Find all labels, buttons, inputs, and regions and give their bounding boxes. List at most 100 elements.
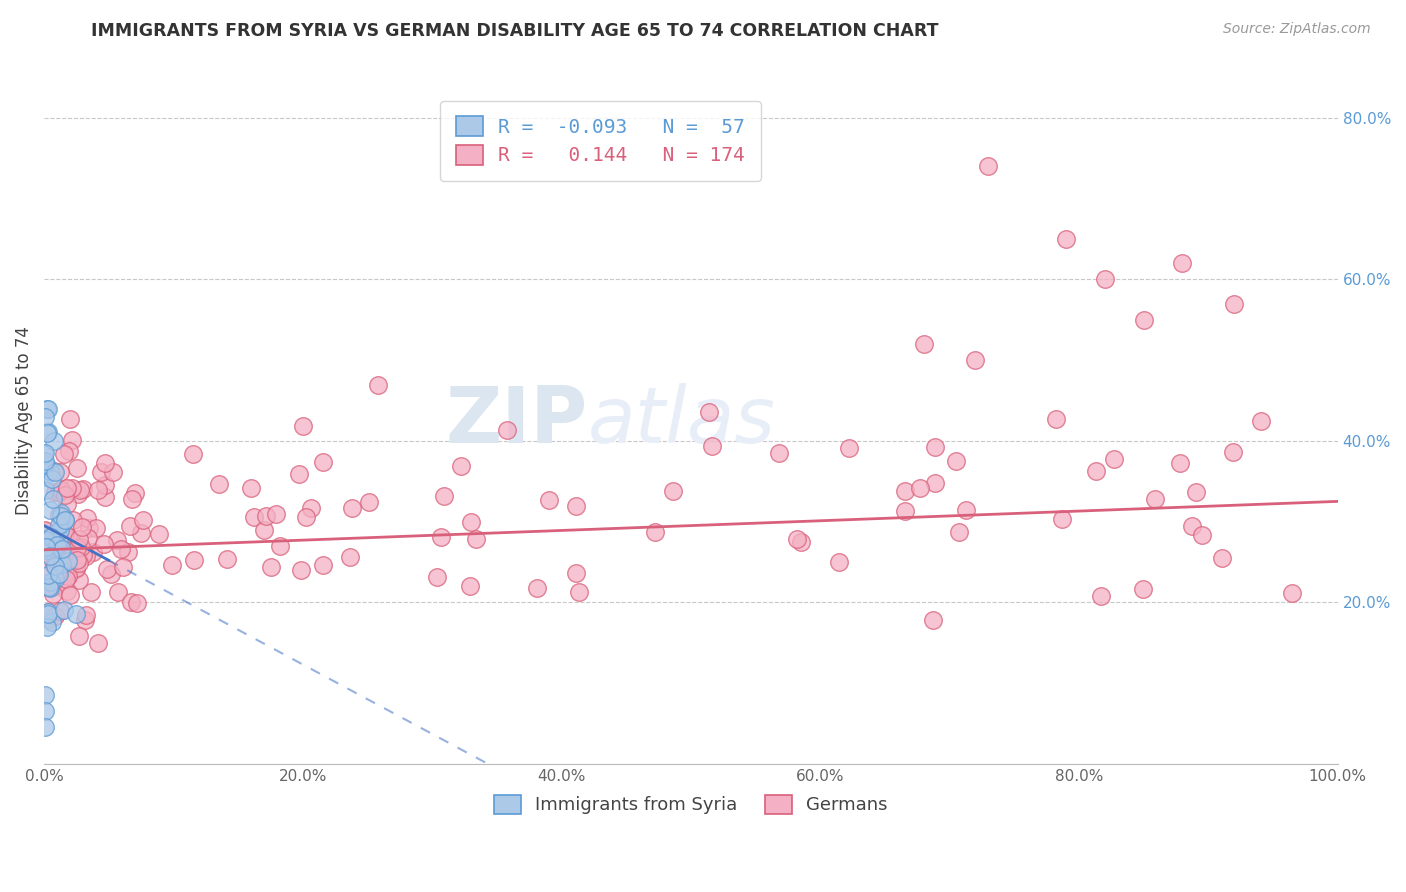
Point bbox=[564, 566, 586, 581]
Text: Source: ZipAtlas.com: Source: ZipAtlas.com bbox=[1223, 22, 1371, 37]
Point bbox=[41, 615, 63, 629]
Point bbox=[66, 541, 89, 555]
Point bbox=[37, 607, 59, 622]
Point bbox=[526, 581, 548, 595]
Point bbox=[208, 476, 231, 491]
Point bbox=[121, 492, 143, 507]
Point bbox=[342, 500, 364, 515]
Point bbox=[37, 605, 59, 619]
Point bbox=[564, 499, 586, 513]
Point bbox=[59, 412, 82, 426]
Point bbox=[264, 507, 287, 521]
Point bbox=[48, 527, 70, 541]
Point bbox=[67, 629, 90, 643]
Point bbox=[52, 547, 75, 561]
Point bbox=[311, 558, 333, 572]
Point bbox=[38, 503, 60, 517]
Point bbox=[39, 549, 62, 563]
Point bbox=[460, 579, 482, 593]
Point bbox=[35, 425, 58, 440]
Point bbox=[260, 560, 283, 574]
Point bbox=[65, 562, 87, 576]
Point bbox=[924, 475, 946, 490]
Text: atlas: atlas bbox=[588, 383, 775, 458]
Point bbox=[37, 540, 59, 554]
Point bbox=[495, 424, 517, 438]
Point bbox=[94, 456, 117, 470]
Point bbox=[644, 525, 666, 540]
Point bbox=[48, 566, 70, 581]
Point bbox=[51, 534, 73, 549]
Point bbox=[1223, 296, 1246, 310]
Point bbox=[90, 465, 112, 479]
Point bbox=[35, 563, 58, 577]
Point bbox=[51, 542, 73, 557]
Point bbox=[49, 465, 72, 479]
Point bbox=[38, 580, 60, 594]
Point bbox=[60, 433, 83, 447]
Point bbox=[77, 521, 100, 535]
Point bbox=[67, 573, 90, 587]
Point bbox=[768, 445, 790, 459]
Point bbox=[49, 604, 72, 618]
Point bbox=[339, 549, 361, 564]
Point bbox=[77, 531, 100, 545]
Point bbox=[243, 510, 266, 524]
Point bbox=[295, 510, 318, 524]
Point bbox=[34, 527, 56, 541]
Point bbox=[48, 532, 70, 546]
Point bbox=[1168, 456, 1191, 470]
Point bbox=[41, 472, 63, 486]
Point bbox=[1281, 585, 1303, 599]
Point bbox=[69, 483, 91, 497]
Point bbox=[894, 504, 917, 518]
Point bbox=[1250, 414, 1272, 428]
Point bbox=[1090, 590, 1112, 604]
Point bbox=[53, 513, 76, 527]
Point bbox=[55, 573, 77, 587]
Point bbox=[697, 405, 720, 419]
Point bbox=[460, 515, 482, 529]
Point bbox=[52, 603, 75, 617]
Point bbox=[53, 526, 76, 541]
Point bbox=[34, 688, 56, 702]
Point bbox=[37, 606, 59, 620]
Point bbox=[429, 529, 451, 543]
Point bbox=[42, 492, 65, 507]
Point bbox=[48, 484, 70, 499]
Point bbox=[107, 585, 129, 599]
Point bbox=[37, 401, 59, 416]
Point bbox=[312, 454, 335, 468]
Point bbox=[100, 566, 122, 581]
Point bbox=[1085, 464, 1108, 478]
Point bbox=[70, 540, 93, 554]
Point bbox=[433, 490, 456, 504]
Point bbox=[132, 513, 155, 527]
Point bbox=[1191, 527, 1213, 541]
Point bbox=[183, 447, 205, 461]
Point bbox=[34, 457, 56, 471]
Point bbox=[39, 530, 62, 544]
Point bbox=[34, 470, 56, 484]
Point bbox=[34, 446, 56, 460]
Point bbox=[38, 464, 60, 478]
Point bbox=[148, 526, 170, 541]
Point bbox=[124, 486, 146, 500]
Point bbox=[838, 442, 860, 456]
Point bbox=[538, 492, 561, 507]
Point bbox=[55, 513, 77, 527]
Point bbox=[72, 548, 94, 562]
Point bbox=[48, 558, 70, 572]
Point bbox=[60, 481, 83, 495]
Point bbox=[53, 533, 76, 548]
Point bbox=[1102, 451, 1125, 466]
Point bbox=[1184, 484, 1206, 499]
Point bbox=[568, 584, 591, 599]
Point bbox=[924, 440, 946, 454]
Point bbox=[44, 609, 66, 624]
Point bbox=[56, 553, 79, 567]
Point bbox=[894, 484, 917, 499]
Point bbox=[34, 447, 56, 461]
Point bbox=[828, 555, 851, 569]
Point bbox=[1045, 412, 1067, 426]
